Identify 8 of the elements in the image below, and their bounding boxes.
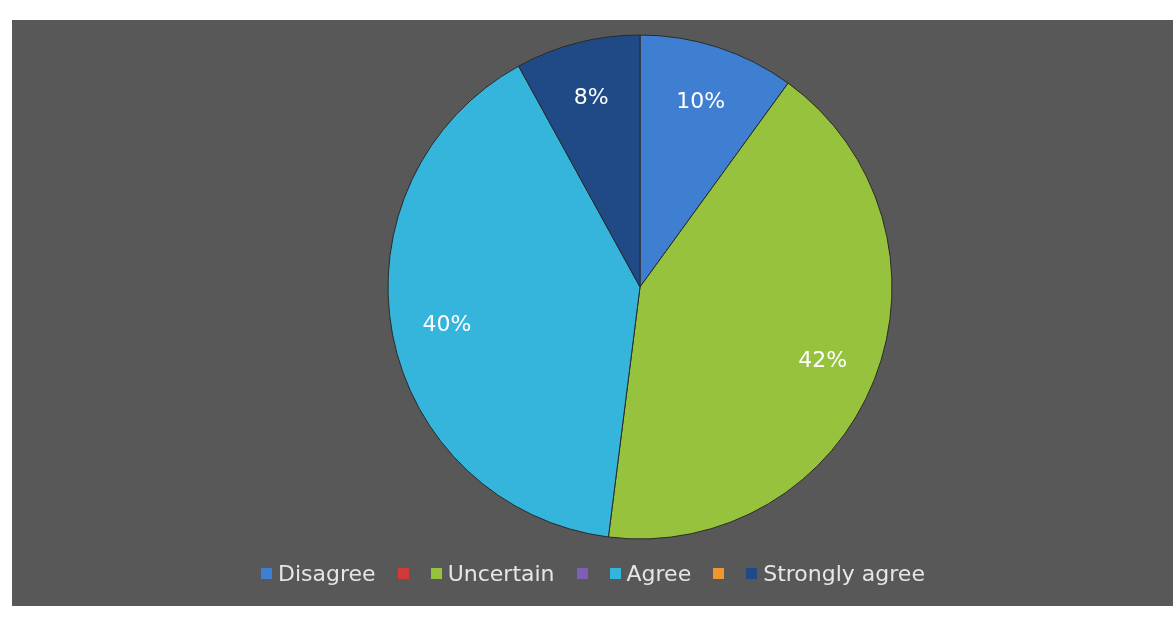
data-label: 42% <box>798 346 848 372</box>
legend-label: Uncertain <box>447 561 555 586</box>
data-label: 8% <box>573 84 609 110</box>
data-label: 10% <box>676 87 726 113</box>
legend-label: Agree <box>626 561 692 586</box>
data-label: 40% <box>422 311 472 337</box>
legend-label: Strongly agree <box>763 561 925 586</box>
legend-label: Disagree <box>278 561 376 586</box>
